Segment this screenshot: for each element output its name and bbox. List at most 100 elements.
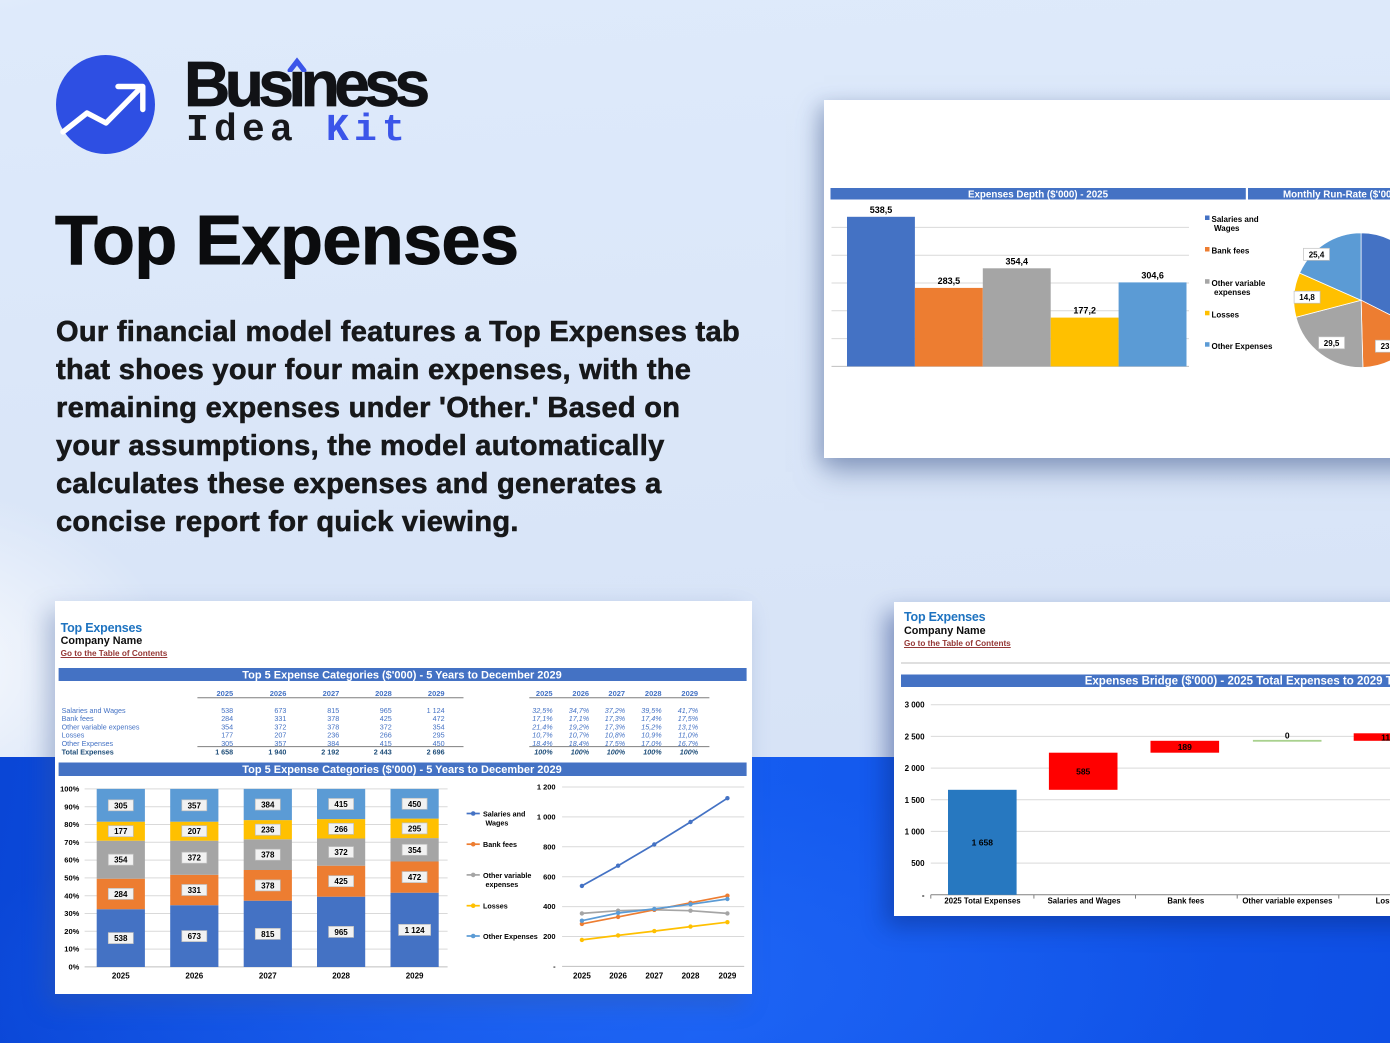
svg-text:Other variable: Other variable <box>1212 279 1266 288</box>
svg-text:10,7%: 10,7% <box>569 731 590 740</box>
svg-text:118: 118 <box>1381 733 1390 743</box>
svg-text:Monthly Run-Rate ($'000) - 202: Monthly Run-Rate ($'000) - 2025 <box>1283 189 1390 200</box>
svg-text:305: 305 <box>114 801 128 810</box>
svg-text:965: 965 <box>380 706 392 715</box>
svg-text:384: 384 <box>327 739 339 748</box>
svg-text:200: 200 <box>543 932 556 941</box>
svg-text:266: 266 <box>380 731 392 740</box>
svg-text:800: 800 <box>543 842 556 851</box>
svg-text:600: 600 <box>543 872 556 881</box>
svg-text:23,6: 23,6 <box>1381 342 1390 351</box>
svg-text:2025: 2025 <box>112 972 130 981</box>
svg-text:20%: 20% <box>64 927 79 936</box>
svg-text:450: 450 <box>408 800 422 809</box>
svg-text:Top 5 Expense Categories ($'00: Top 5 Expense Categories ($'000) - 5 Yea… <box>242 669 562 681</box>
svg-text:2028: 2028 <box>645 689 662 698</box>
svg-text:Losses: Losses <box>1212 310 1240 319</box>
svg-text:17,3%: 17,3% <box>605 722 626 731</box>
svg-text:Salaries and Wages: Salaries and Wages <box>62 706 126 715</box>
svg-text:Other variable expenses: Other variable expenses <box>1242 897 1333 906</box>
svg-text:295: 295 <box>433 731 445 740</box>
svg-text:538: 538 <box>221 706 233 715</box>
svg-text:1 500: 1 500 <box>905 796 926 805</box>
svg-text:37,2%: 37,2% <box>605 706 626 715</box>
svg-text:585: 585 <box>1076 767 1090 777</box>
svg-text:354: 354 <box>433 722 445 731</box>
svg-text:372: 372 <box>188 854 202 863</box>
svg-text:17,5%: 17,5% <box>678 714 699 723</box>
svg-text:21,4%: 21,4% <box>531 722 553 731</box>
svg-text:400: 400 <box>543 902 556 911</box>
svg-text:Other Expenses: Other Expenses <box>62 739 114 748</box>
svg-text:295: 295 <box>408 824 422 833</box>
svg-text:673: 673 <box>188 932 202 941</box>
svg-text:10,8%: 10,8% <box>605 731 626 740</box>
svg-text:2025: 2025 <box>536 689 553 698</box>
svg-text:Bank fees: Bank fees <box>1167 897 1205 906</box>
svg-text:Top 5 Expense Categories ($'00: Top 5 Expense Categories ($'000) - 5 Yea… <box>242 764 562 776</box>
svg-text:236: 236 <box>261 826 275 835</box>
svg-text:378: 378 <box>261 851 275 860</box>
svg-text:2 000: 2 000 <box>905 764 926 773</box>
svg-text:2 500: 2 500 <box>905 732 926 741</box>
svg-text:372: 372 <box>274 722 286 731</box>
svg-text:304,6: 304,6 <box>1141 270 1164 280</box>
svg-text:331: 331 <box>188 886 202 895</box>
svg-text:70%: 70% <box>64 838 79 847</box>
svg-text:3 000: 3 000 <box>905 701 926 710</box>
svg-text:357: 357 <box>188 801 202 810</box>
svg-text:Total Expenses: Total Expenses <box>62 747 114 756</box>
svg-text:2027: 2027 <box>323 689 340 698</box>
svg-text:17,1%: 17,1% <box>532 714 553 723</box>
svg-text:30%: 30% <box>64 909 79 918</box>
svg-text:965: 965 <box>334 928 348 937</box>
svg-text:177: 177 <box>114 827 128 836</box>
svg-text:284: 284 <box>221 714 233 723</box>
svg-text:450: 450 <box>433 739 445 748</box>
svg-text:Losses: Losses <box>62 731 85 740</box>
svg-text:378: 378 <box>327 722 339 731</box>
svg-text:2026: 2026 <box>270 689 287 698</box>
svg-text:378: 378 <box>327 714 339 723</box>
svg-text:2026: 2026 <box>572 689 589 698</box>
svg-text:177: 177 <box>221 731 233 740</box>
svg-text:90%: 90% <box>64 802 79 811</box>
svg-text:Salaries and: Salaries and <box>1212 215 1259 224</box>
svg-text:331: 331 <box>274 714 286 723</box>
svg-text:472: 472 <box>408 873 422 882</box>
svg-text:1 000: 1 000 <box>905 827 926 836</box>
svg-text:17,4%: 17,4% <box>641 714 662 723</box>
svg-text:Bank fees: Bank fees <box>483 840 517 849</box>
svg-text:17,3%: 17,3% <box>605 714 626 723</box>
svg-text:Losses: Losses <box>1376 897 1390 906</box>
svg-text:50%: 50% <box>64 874 79 883</box>
svg-text:11,0%: 11,0% <box>678 731 698 740</box>
svg-text:1 124: 1 124 <box>405 926 426 935</box>
svg-text:41,7%: 41,7% <box>678 706 699 715</box>
svg-text:2 443: 2 443 <box>374 747 392 756</box>
svg-text:305: 305 <box>221 739 233 748</box>
svg-text:284: 284 <box>114 890 128 899</box>
svg-text:2025: 2025 <box>573 972 591 981</box>
svg-text:207: 207 <box>188 827 202 836</box>
svg-text:29,5: 29,5 <box>1324 339 1340 348</box>
svg-text:1 658: 1 658 <box>215 747 233 756</box>
svg-text:2 696: 2 696 <box>427 747 445 756</box>
svg-text:236: 236 <box>327 731 339 740</box>
svg-text:372: 372 <box>334 848 348 857</box>
svg-text:60%: 60% <box>64 856 79 865</box>
svg-text:425: 425 <box>380 714 392 723</box>
svg-text:207: 207 <box>274 731 286 740</box>
svg-text:266: 266 <box>334 825 348 834</box>
svg-text:Losses: Losses <box>483 902 508 911</box>
svg-text:13,1%: 13,1% <box>678 722 699 731</box>
svg-text:25,4: 25,4 <box>1309 250 1325 259</box>
svg-text:10,7%: 10,7% <box>532 731 553 740</box>
svg-text:100%: 100% <box>643 747 662 756</box>
svg-text:16,7%: 16,7% <box>678 739 699 748</box>
svg-text:1 940: 1 940 <box>268 747 286 756</box>
svg-text:354,4: 354,4 <box>1006 256 1029 266</box>
svg-text:Other variable: Other variable <box>483 871 531 880</box>
svg-text:2026: 2026 <box>609 972 627 981</box>
svg-text:Expenses Depth ($'000) - 2025: Expenses Depth ($'000) - 2025 <box>968 189 1109 200</box>
